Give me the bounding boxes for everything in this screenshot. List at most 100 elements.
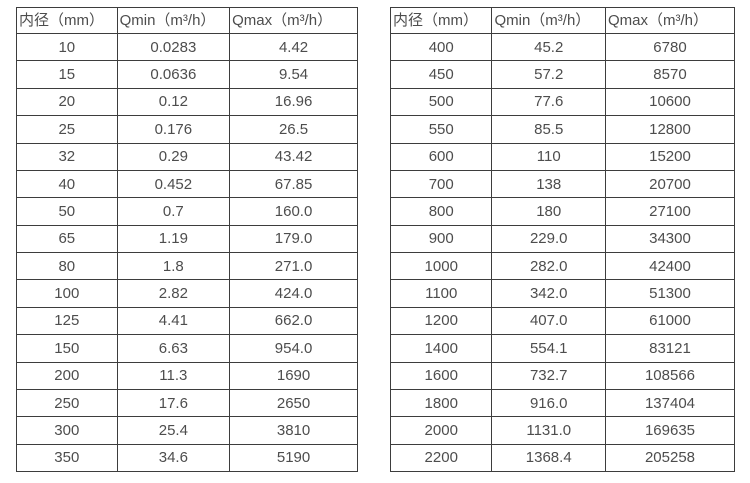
qmax-cell: 26.5: [229, 115, 358, 144]
diameter-cell: 1200: [389, 306, 493, 336]
diameter-cell: 20: [16, 87, 118, 117]
table-row: 400 45.2 6780: [389, 32, 736, 62]
diameter-cell: 900: [389, 224, 493, 254]
qmin-cell: 229.0: [491, 224, 606, 254]
table-row: 125 4.41 662.0: [16, 306, 358, 336]
qmax-cell: 43.42: [229, 142, 358, 171]
qmin-cell: 17.6: [116, 388, 231, 418]
table-row: 10 0.0283 4.42: [16, 32, 358, 62]
column-header-1: Qmin（m³/h）: [116, 7, 231, 34]
diameter-cell: 15: [16, 60, 118, 89]
table-row: 32 0.29 43.42: [16, 142, 358, 171]
table-row: 100 2.82 424.0: [16, 279, 358, 308]
diameter-cell: 10: [16, 32, 118, 62]
diameter-cell: 25: [16, 115, 118, 144]
qmax-cell: 61000: [604, 306, 736, 336]
qmin-cell: 2.82: [116, 279, 231, 308]
diameter-cell: 800: [389, 197, 493, 226]
qmin-cell: 0.7: [116, 197, 231, 226]
table-row: 300 25.4 3810: [16, 416, 358, 445]
table-row: 40 0.452 67.85: [16, 169, 358, 199]
qmax-cell: 42400: [604, 251, 736, 281]
diameter-cell: 300: [16, 416, 118, 445]
qmin-cell: 45.2: [491, 32, 606, 62]
table-row: 550 85.5 12800: [389, 115, 736, 144]
table-row: 450 57.2 8570: [389, 60, 736, 89]
table-row: 50 0.7 160.0: [16, 197, 358, 226]
table-row: 900 229.0 34300: [389, 224, 736, 254]
qmin-cell: 282.0: [491, 251, 606, 281]
table-row: 2200 1368.4 205258: [389, 443, 736, 473]
table-row: 20 0.12 16.96: [16, 87, 358, 117]
table-row: 200 11.3 1690: [16, 361, 358, 390]
table-row: 25 0.176 26.5: [16, 115, 358, 144]
table-row: 150 6.63 954.0: [16, 334, 358, 363]
qmax-cell: 51300: [604, 279, 736, 308]
qmin-cell: 34.6: [116, 443, 231, 473]
qmin-cell: 25.4: [116, 416, 231, 445]
table-row: 80 1.8 271.0: [16, 251, 358, 281]
qmax-cell: 169635: [604, 416, 736, 445]
qmax-cell: 271.0: [229, 251, 358, 281]
qmin-cell: 77.6: [491, 87, 606, 117]
table-row: 800 180 27100: [389, 197, 736, 226]
qmin-cell: 6.63: [116, 334, 231, 363]
header-row: 内径（mm） Qmin（m³/h） Qmax（m³/h）: [16, 7, 358, 34]
diameter-cell: 50: [16, 197, 118, 226]
qmax-cell: 83121: [604, 334, 736, 363]
qmax-cell: 5190: [229, 443, 358, 473]
qmax-cell: 4.42: [229, 32, 358, 62]
qmin-cell: 57.2: [491, 60, 606, 89]
header-row: 内径（mm） Qmin（m³/h） Qmax（m³/h）: [389, 7, 736, 34]
qmin-cell: 732.7: [491, 361, 606, 390]
qmin-cell: 11.3: [116, 361, 231, 390]
diameter-cell: 2200: [389, 443, 493, 473]
qmax-cell: 2650: [229, 388, 358, 418]
qmax-cell: 16.96: [229, 87, 358, 117]
qmax-cell: 1690: [229, 361, 358, 390]
qmin-cell: 0.0636: [116, 60, 231, 89]
qmax-cell: 67.85: [229, 169, 358, 199]
diameter-cell: 1100: [389, 279, 493, 308]
qmax-cell: 15200: [604, 142, 736, 171]
qmax-cell: 34300: [604, 224, 736, 254]
diameter-cell: 2000: [389, 416, 493, 445]
diameter-cell: 400: [389, 32, 493, 62]
column-header-1: Qmin（m³/h）: [491, 7, 606, 34]
qmin-cell: 180: [491, 197, 606, 226]
qmax-cell: 954.0: [229, 334, 358, 363]
diameter-cell: 125: [16, 306, 118, 336]
qmax-cell: 108566: [604, 361, 736, 390]
diameter-cell: 40: [16, 169, 118, 199]
qmax-cell: 10600: [604, 87, 736, 117]
diameter-cell: 500: [389, 87, 493, 117]
table-row: 2000 1131.0 169635: [389, 416, 736, 445]
diameter-cell: 1400: [389, 334, 493, 363]
qmin-cell: 138: [491, 169, 606, 199]
diameter-cell: 450: [389, 60, 493, 89]
diameter-cell: 1800: [389, 388, 493, 418]
table-row: 600 110 15200: [389, 142, 736, 171]
table-row: 1200 407.0 61000: [389, 306, 736, 336]
qmax-cell: 12800: [604, 115, 736, 144]
table-row: 500 77.6 10600: [389, 87, 736, 117]
qmin-cell: 110: [491, 142, 606, 171]
diameter-cell: 100: [16, 279, 118, 308]
qmax-cell: 20700: [604, 169, 736, 199]
qmin-cell: 4.41: [116, 306, 231, 336]
qmax-cell: 6780: [604, 32, 736, 62]
table-row: 700 138 20700: [389, 169, 736, 199]
qmin-cell: 1131.0: [491, 416, 606, 445]
diameter-cell: 65: [16, 224, 118, 254]
column-header-2: Qmax（m³/h）: [604, 7, 736, 34]
table-row: 1000 282.0 42400: [389, 251, 736, 281]
diameter-cell: 80: [16, 251, 118, 281]
table-row: 250 17.6 2650: [16, 388, 358, 418]
qmin-cell: 85.5: [491, 115, 606, 144]
qmin-cell: 0.12: [116, 87, 231, 117]
qmin-cell: 407.0: [491, 306, 606, 336]
column-header-0: 内径（mm）: [16, 7, 118, 34]
qmin-cell: 1.8: [116, 251, 231, 281]
qmax-cell: 8570: [604, 60, 736, 89]
